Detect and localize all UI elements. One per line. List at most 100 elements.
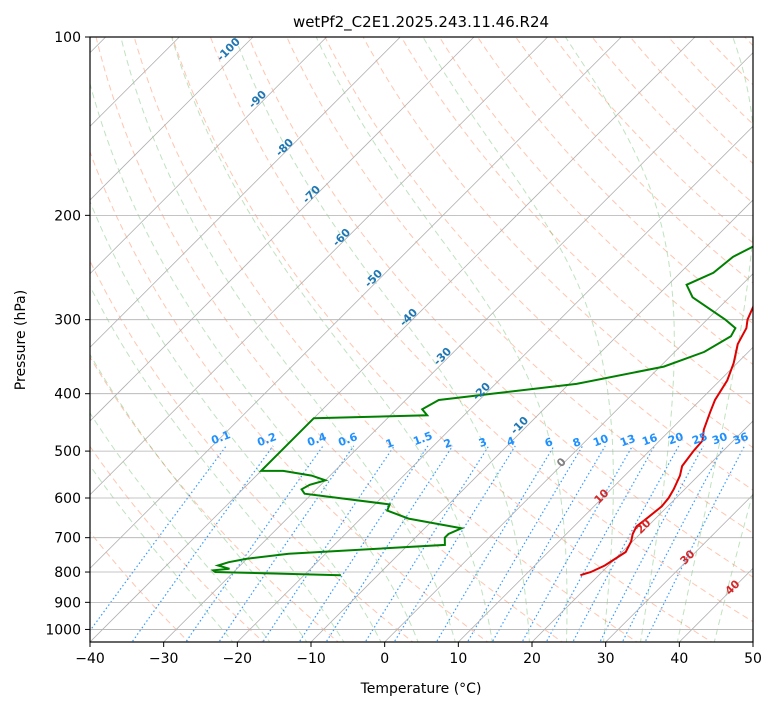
moist-adiabat-line xyxy=(713,490,753,642)
moist-adiabat-line xyxy=(90,285,345,642)
x-tick-label: 10 xyxy=(449,651,467,667)
moist-adiabat-line xyxy=(90,81,419,642)
x-tick-label: 20 xyxy=(523,651,541,667)
isotherm-line xyxy=(90,37,548,496)
mixing-ratio-label: 8 xyxy=(571,435,583,450)
x-tick-label: −30 xyxy=(149,651,179,667)
mixing-ratio-label: 10 xyxy=(591,432,610,450)
dry-adiabat-line xyxy=(286,37,753,534)
moist-adiabat-line xyxy=(234,37,530,642)
y-tick-label: 800 xyxy=(54,565,81,581)
mixing-ratio-line xyxy=(644,445,746,642)
mixing-ratio-line xyxy=(262,445,395,642)
mixing-ratio-line xyxy=(364,445,490,642)
mixing-ratio-label: 0.1 xyxy=(209,428,232,447)
dry-adiabat-line xyxy=(438,37,753,366)
isotherm-label: -30 xyxy=(431,345,454,368)
isotherm-label: -60 xyxy=(330,226,353,249)
mixing-ratio-label: 1.5 xyxy=(411,429,434,448)
isotherm-line xyxy=(531,420,753,642)
line-labels: -100-90-80-70-60-50-40-30-20-100.1 0.2 0.4… xyxy=(209,35,750,598)
isotherm-label: -50 xyxy=(362,267,385,290)
mixing-ratio-label: 36 xyxy=(731,430,750,448)
dry-adiabat-line xyxy=(90,356,340,642)
isotherm-line xyxy=(90,37,327,275)
isotherm-label: -90 xyxy=(246,88,269,111)
moist-adiabat-label: 10 xyxy=(592,486,612,506)
isotherm-label: -20 xyxy=(470,380,493,403)
mixing-ratio-label: 4 xyxy=(505,434,517,449)
dry-adiabat-line xyxy=(90,445,265,642)
mixing-ratio-label: 16 xyxy=(640,431,659,449)
mixing-ratio-label: 3 xyxy=(477,435,489,450)
isotherm-line xyxy=(310,199,753,642)
moist-adiabat-line xyxy=(422,37,614,642)
mixing-ratio-line xyxy=(325,445,454,642)
moist-adiabat-label: 30 xyxy=(678,547,698,567)
dry-adiabat-line xyxy=(90,150,489,642)
mixing-ratio-label: 6 xyxy=(543,435,555,450)
y-tick-label: 300 xyxy=(54,313,81,329)
data-series xyxy=(210,245,753,577)
isotherm-label: -40 xyxy=(397,306,420,329)
dry-adiabat-line xyxy=(477,37,753,325)
axes: −40 −30 −20 −10 0 10 20 30 40 5010020030040050060… xyxy=(45,30,762,667)
dry-adiabat-line xyxy=(90,259,414,642)
mixing-ratio-label: 20 xyxy=(666,430,685,448)
x-tick-label: 40 xyxy=(670,651,688,667)
dry-adiabat-line xyxy=(324,37,753,491)
isotherm-line xyxy=(605,494,753,642)
moist-adiabat-line xyxy=(90,412,271,642)
grid-lines xyxy=(90,37,753,642)
isotherm-line xyxy=(90,37,401,348)
dry-adiabat-line xyxy=(770,24,775,645)
mixing-ratio-line xyxy=(298,445,429,642)
isotherm-line xyxy=(237,125,753,642)
moist-adiabat-label: 20 xyxy=(634,516,654,536)
y-tick-label: 700 xyxy=(54,531,81,547)
moist-adiabat-label: 40 xyxy=(723,577,743,597)
y-tick-label: 900 xyxy=(54,595,81,611)
isotherm-line xyxy=(163,52,753,642)
dry-adiabat-line xyxy=(133,37,638,642)
y-tick-label: 1000 xyxy=(45,622,81,638)
mixing-ratio-label: 0.4 xyxy=(305,430,328,449)
mixing-ratio-label: 30 xyxy=(710,430,729,448)
x-tick-label: −10 xyxy=(296,651,326,667)
y-tick-label: 200 xyxy=(54,208,81,224)
mixing-ratio-label: 2 xyxy=(442,436,454,451)
mixing-ratio-label: 0.2 xyxy=(255,430,278,449)
mixing-ratio-line xyxy=(491,445,606,642)
mixing-ratio-label: 0.6 xyxy=(336,430,359,449)
isotherm-line xyxy=(384,273,753,642)
mixing-ratio-line xyxy=(185,445,324,642)
isotherm-line xyxy=(90,37,622,569)
isotherm-label: -80 xyxy=(273,136,296,159)
x-tick-label: 0 xyxy=(380,651,389,667)
dry-adiabat-line xyxy=(515,37,753,284)
mixing-ratio-line xyxy=(393,445,516,642)
x-tick-label: 30 xyxy=(597,651,615,667)
mixing-ratio-line xyxy=(131,445,274,642)
isotherm-line xyxy=(90,37,254,201)
isotherm-line xyxy=(752,641,753,642)
mixing-ratio-line xyxy=(218,445,355,642)
isotherm-label: -100 xyxy=(214,35,243,64)
moist-adiabat-line xyxy=(90,464,234,642)
mixing-ratio-label: 13 xyxy=(618,432,637,449)
y-tick-label: 400 xyxy=(54,387,81,403)
isotherm-line xyxy=(458,346,753,642)
mixing-ratio-label: 25 xyxy=(690,430,709,447)
x-tick-label: −20 xyxy=(223,651,253,667)
chart-title: wetPf2_C2E1.2025.243.11.46.R24 xyxy=(293,13,549,32)
dry-adiabat-line xyxy=(400,37,753,407)
dry-adiabat-line xyxy=(705,37,753,86)
x-tick-label: −40 xyxy=(75,651,105,667)
isotherm-line xyxy=(90,37,475,422)
y-tick-label: 500 xyxy=(54,444,81,460)
moist-adiabat-line xyxy=(90,353,308,642)
isotherm-label: -70 xyxy=(300,183,323,206)
plot-frame xyxy=(89,36,754,643)
y-axis-label: Pressure (hPa) xyxy=(13,290,29,390)
